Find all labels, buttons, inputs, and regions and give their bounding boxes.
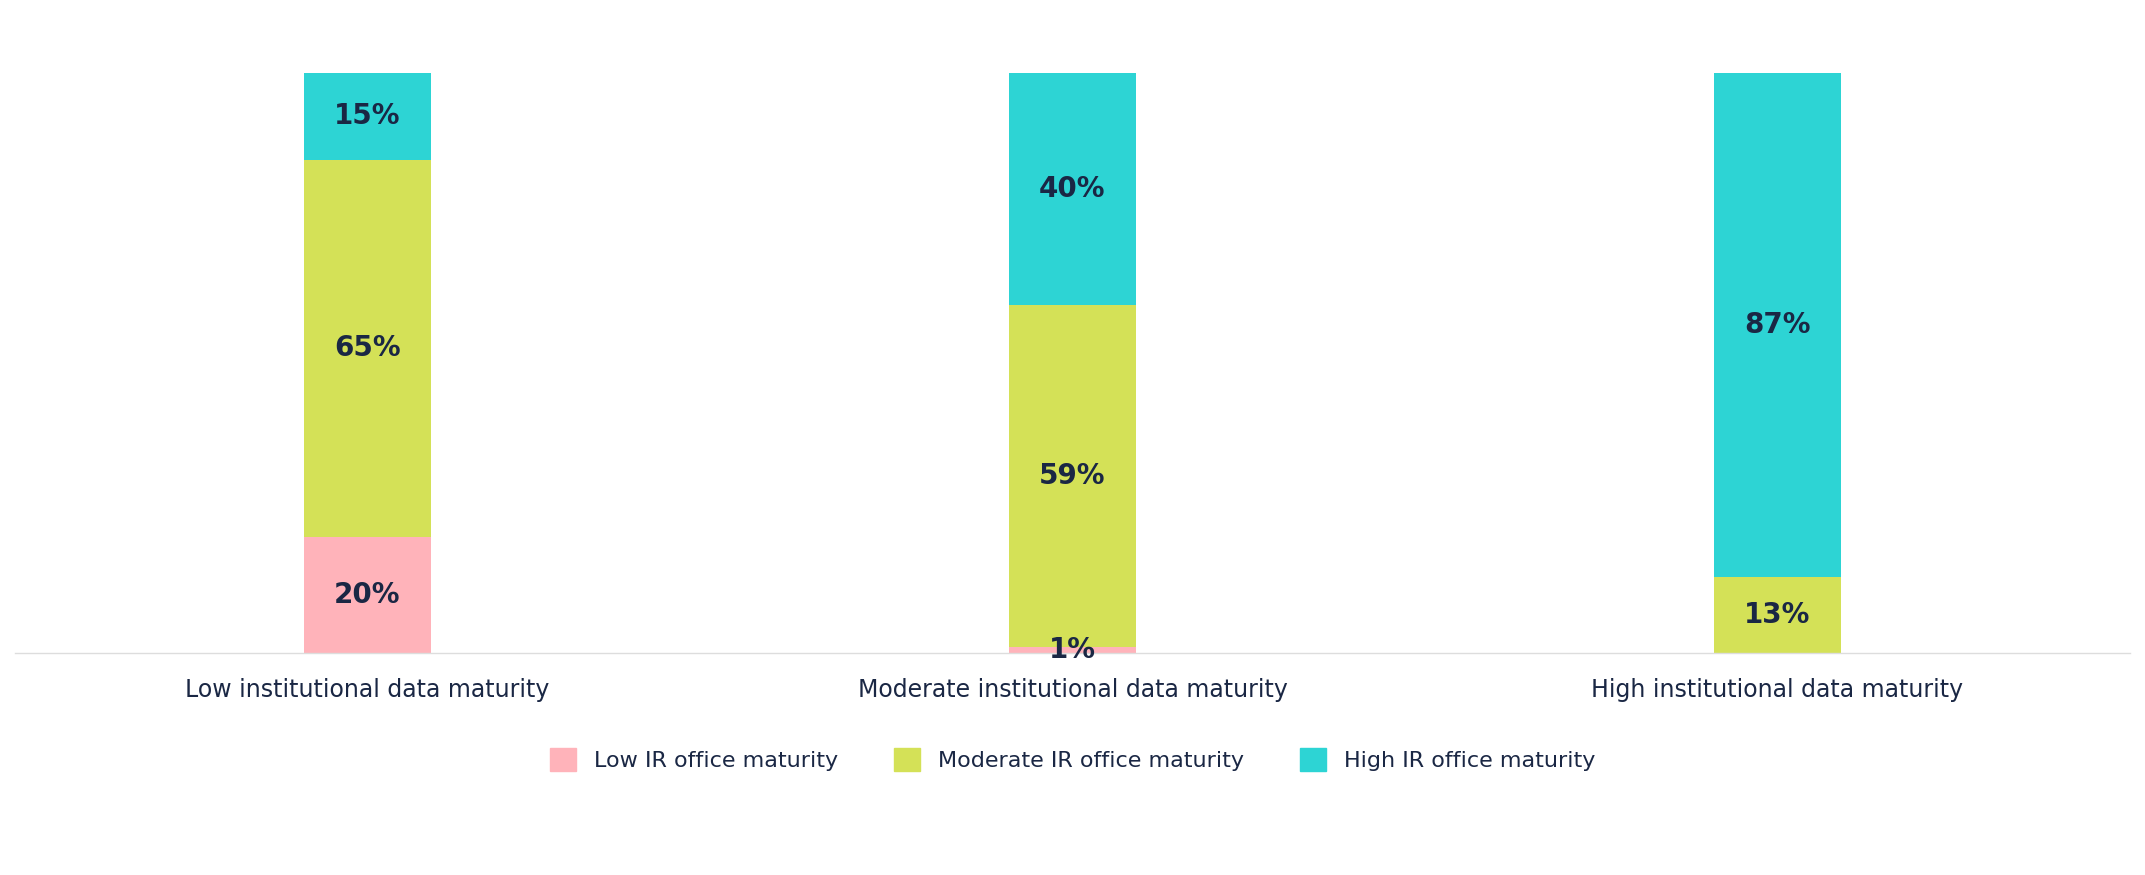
Bar (1714, 578, 1840, 653)
Text: 15%: 15% (335, 102, 401, 130)
Bar (1008, 648, 1137, 653)
Bar (1008, 305, 1137, 648)
Text: 20%: 20% (335, 581, 401, 609)
Bar (305, 73, 431, 160)
Text: 87%: 87% (1744, 312, 1810, 340)
Text: 1%: 1% (1049, 636, 1096, 664)
Text: 13%: 13% (1744, 601, 1810, 629)
Text: 59%: 59% (1038, 462, 1107, 490)
Bar (305, 537, 431, 653)
Bar (1714, 73, 1840, 578)
Bar (305, 160, 431, 537)
Text: 40%: 40% (1038, 175, 1107, 203)
Bar (1008, 73, 1137, 305)
Legend: Low IR office maturity, Moderate IR office maturity, High IR office maturity: Low IR office maturity, Moderate IR offi… (538, 737, 1607, 782)
Text: 65%: 65% (335, 334, 401, 362)
